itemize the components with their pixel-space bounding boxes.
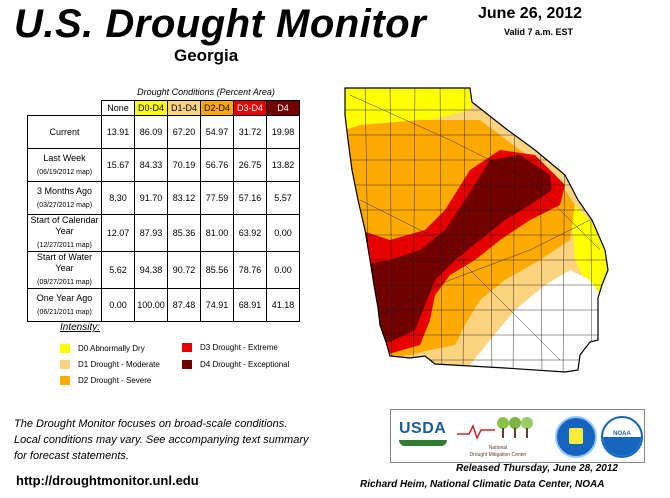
- georgia-drought-map: [344, 87, 609, 373]
- legend-item-d4: D4 Drought - Exceptional: [182, 360, 289, 370]
- table-row: Start of Water Year (09/27/2011 map) 5.62…: [27, 251, 300, 289]
- table-cell: 15.67: [101, 148, 135, 182]
- table-cell: 12.07: [101, 214, 135, 252]
- table-cell: 91.70: [134, 181, 168, 215]
- table-cell: 85.36: [167, 214, 201, 252]
- table-cell: 68.91: [233, 288, 267, 322]
- table-row: Start of Calendar Year (12/27/2011 map) 1…: [27, 214, 300, 252]
- noaa-logo: NOAA: [601, 416, 643, 458]
- table-cell: 13.82: [266, 148, 300, 182]
- georgia-outline: [344, 87, 609, 373]
- table-cell: 31.72: [233, 115, 267, 149]
- logo-panel: USDA National Drought Mitigation Center …: [390, 409, 645, 463]
- table-cell: 77.59: [200, 181, 234, 215]
- row-label: 3 Months Ago (03/27/2012 map): [27, 181, 102, 215]
- legend-swatch-d3: [182, 343, 192, 353]
- table-cell: 0.00: [266, 251, 300, 289]
- legend-swatch-d2: [60, 376, 70, 386]
- table-cell: 13.91: [101, 115, 135, 149]
- table-cell: 84.33: [134, 148, 168, 182]
- legend-title: Intensity:: [60, 322, 101, 333]
- author-credit: Richard Heim, National Climatic Data Cen…: [360, 479, 605, 490]
- footer-note: The Drought Monitor focuses on broad-sca…: [14, 418, 309, 462]
- table-cell: 19.98: [266, 115, 300, 149]
- table-caption: Drought Conditions (Percent Area): [137, 87, 275, 97]
- county-lines: [345, 88, 608, 372]
- table-cell: 83.12: [167, 181, 201, 215]
- region-name: Georgia: [174, 46, 239, 65]
- legend-item-d2: D2 Drought - Severe: [60, 376, 151, 386]
- map-date: June 26, 2012: [478, 5, 583, 22]
- table-cell: 5.57: [266, 181, 300, 215]
- table-cell: 90.72: [167, 251, 201, 289]
- legend-swatch-d4: [182, 360, 192, 370]
- table-corner: [27, 100, 102, 116]
- table-cell: 56.76: [200, 148, 234, 182]
- row-label: Current: [27, 115, 102, 149]
- drought-conditions-table: None D0-D4 D1-D4 D2-D4 D3-D4 D4 Current …: [27, 100, 300, 322]
- table-row: One Year Ago (06/21/2011 map) 0.00 100.00…: [27, 288, 300, 322]
- row-label: Start of Water Year (09/27/2011 map): [27, 251, 102, 289]
- table-cell: 67.20: [167, 115, 201, 149]
- row-label: Last Week (06/19/2012 map): [27, 148, 102, 182]
- table-cell: 87.93: [134, 214, 168, 252]
- table-cell: 81.00: [200, 214, 234, 252]
- legend-swatch-d1: [60, 360, 70, 370]
- table-cell: 87.48: [167, 288, 201, 322]
- legend-item-d0: D0 Abnormally Dry: [60, 344, 145, 354]
- table-row: Current 13.91 86.09 67.20 54.97 31.72 19…: [27, 115, 300, 149]
- doc-seal-logo: [555, 416, 597, 458]
- website-link[interactable]: http://droughtmonitor.unl.edu: [16, 473, 199, 488]
- table-cell: 26.75: [233, 148, 267, 182]
- table-cell: 70.19: [167, 148, 201, 182]
- table-cell: 54.97: [200, 115, 234, 149]
- row-label: One Year Ago (06/21/2011 map): [27, 288, 102, 322]
- column-header-d1-d4: D1-D4: [167, 100, 201, 116]
- table-cell: 94.38: [134, 251, 168, 289]
- legend-item-d1: D1 Drought - Moderate: [60, 360, 160, 370]
- table-cell: 5.62: [101, 251, 135, 289]
- table-cell: 57.16: [233, 181, 267, 215]
- legend-swatch-d0: [60, 344, 70, 354]
- table-cell: 63.92: [233, 214, 267, 252]
- table-row: 3 Months Ago (03/27/2012 map) 8.30 91.70 …: [27, 181, 300, 215]
- column-header-d0-d4: D0-D4: [134, 100, 168, 116]
- table-cell: 100.00: [134, 288, 168, 322]
- table-header-row: None D0-D4 D1-D4 D2-D4 D3-D4 D4: [27, 100, 300, 116]
- table-cell: 78.76: [233, 251, 267, 289]
- page-title: U.S. Drought Monitor: [14, 2, 427, 46]
- table-cell: 86.09: [134, 115, 168, 149]
- table-cell: 74.91: [200, 288, 234, 322]
- tree-icon: [457, 417, 533, 440]
- column-header-d2-d4: D2-D4: [200, 100, 234, 116]
- column-header-d3-d4: D3-D4: [233, 100, 267, 116]
- legend-item-d3: D3 Drought - Extreme: [182, 343, 278, 353]
- table-cell: 0.00: [101, 288, 135, 322]
- table-cell: 41.18: [266, 288, 300, 322]
- table-cell: 85.56: [200, 251, 234, 289]
- release-date: Released Thursday, June 28, 2012: [456, 463, 618, 474]
- table-cell: 0.00: [266, 214, 300, 252]
- column-header-none: None: [101, 100, 135, 116]
- table-cell: 8.30: [101, 181, 135, 215]
- usda-logo: USDA: [399, 420, 447, 452]
- valid-time: Valid 7 a.m. EST: [504, 27, 574, 37]
- row-label: Start of Calendar Year (12/27/2011 map): [27, 214, 102, 252]
- column-header-d4: D4: [266, 100, 300, 116]
- ndmc-logo: National Drought Mitigation Center: [455, 414, 541, 458]
- table-row: Last Week (06/19/2012 map) 15.67 84.33 70…: [27, 148, 300, 182]
